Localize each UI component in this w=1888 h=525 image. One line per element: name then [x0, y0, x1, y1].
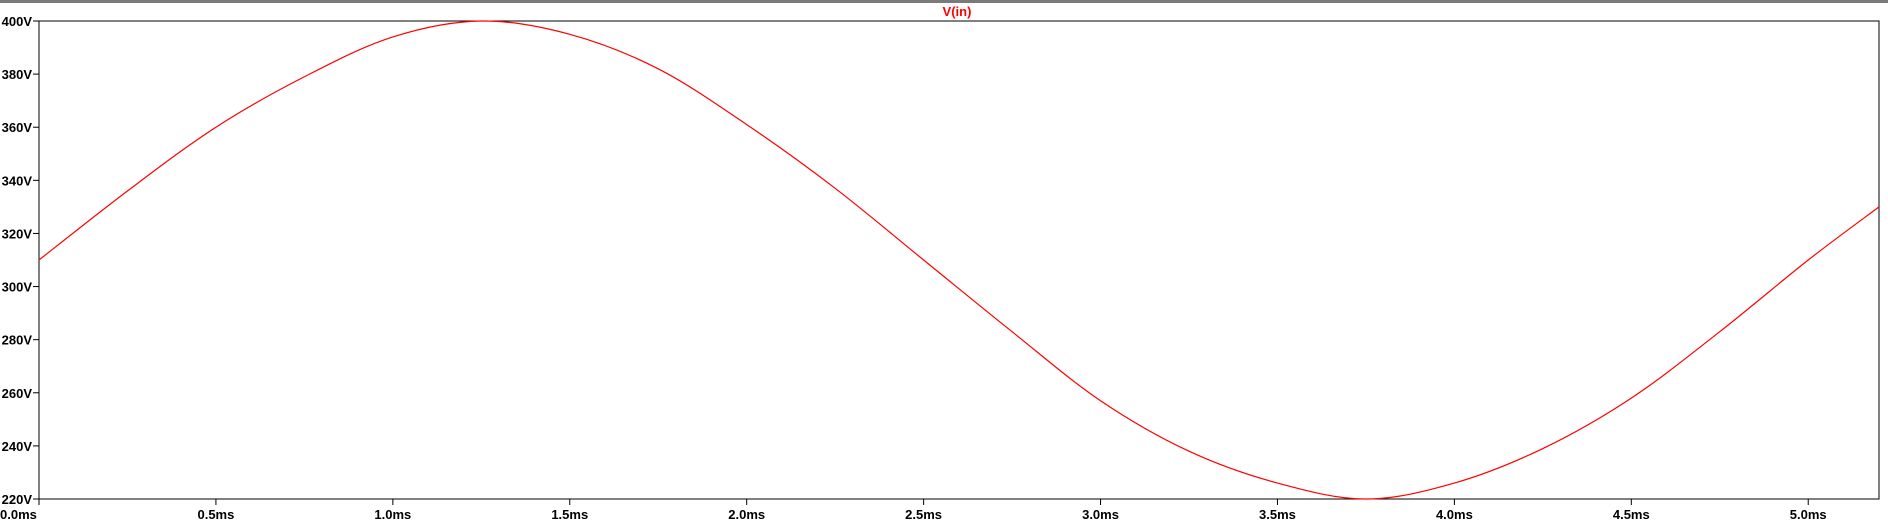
chart-title: V(in) [943, 4, 972, 19]
y-tick-label: 380V [2, 67, 33, 82]
y-tick-label: 400V [2, 14, 33, 29]
x-tick-label: 3.0ms [1082, 507, 1119, 522]
y-tick-label: 260V [2, 386, 33, 401]
plot-frame [38, 20, 1880, 500]
y-tick-label: 300V [2, 280, 33, 295]
x-tick-label: 4.0ms [1436, 507, 1473, 522]
y-tick-label: 220V [2, 492, 33, 507]
x-tick-label: 1.5ms [551, 507, 588, 522]
top-border [0, 0, 1888, 3]
x-tick-label: 5.0ms [1790, 507, 1827, 522]
y-tick-label: 360V [2, 120, 33, 135]
x-tick-label: 2.0ms [728, 507, 765, 522]
y-axis: 220V 240V 260V 280V 300V 320V 340V 360V 380V 400V [2, 14, 39, 507]
x-tick-label: 2.5ms [905, 507, 942, 522]
series-line-vin [38, 20, 1880, 500]
x-axis: 0.0ms 0.5ms 1.0ms 1.5ms 2.0ms 2.5ms 3.0ms 3.5ms… [0, 499, 1827, 522]
x-tick-label: 0.5ms [197, 507, 234, 522]
series-layer [38, 20, 1880, 500]
x-tick-label: 0.0ms [0, 507, 37, 522]
y-tick-label: 320V [2, 226, 33, 241]
x-tick-label: 4.5ms [1613, 507, 1650, 522]
x-tick-label: 3.5ms [1259, 507, 1296, 522]
y-tick-label: 280V [2, 333, 33, 348]
y-tick-label: 240V [2, 439, 33, 454]
y-tick-label: 340V [2, 173, 33, 188]
x-tick-label: 1.0ms [374, 507, 411, 522]
